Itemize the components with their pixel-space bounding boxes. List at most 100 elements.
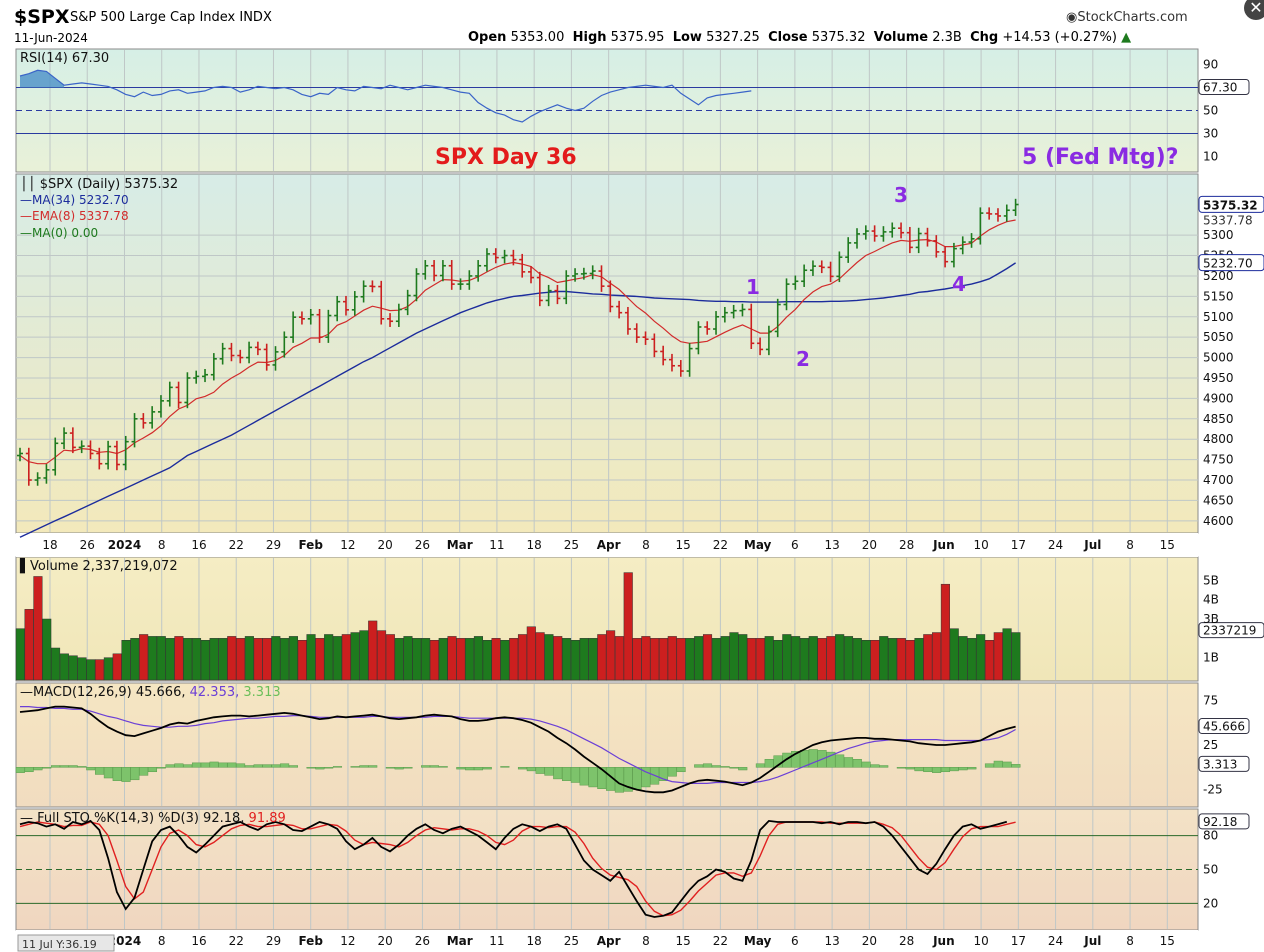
volume-bar [879,636,889,681]
macd-hist-bar [438,766,448,768]
date-axis-label: 15 [1160,934,1175,948]
sto-value-box [1198,813,1250,830]
macd-hist-bar [324,767,334,769]
macd-hist-bar [861,761,871,768]
date-axis-label: 6 [791,934,799,948]
volume-bar [835,634,845,681]
volume-bar [896,638,906,681]
macd-hist-bar [764,759,774,768]
volume-bar [465,638,475,681]
date-axis-label: 10 [973,538,988,552]
macd-hist-bar [923,767,933,773]
volume-bar [553,636,563,681]
volume-bar [376,630,387,681]
sto-tick: 80 [1203,829,1218,843]
macd-hist-bar [271,764,281,768]
macd-hist-bar [350,766,360,768]
volume-bar [350,632,360,681]
volume-bar [782,634,792,681]
volume-bar [887,638,898,681]
macd-hist-bar [949,767,959,772]
macd-legend-main: —MACD(12,26,9) 45.666, [20,685,190,700]
volume-bar [570,640,580,681]
macd-hist-bar [835,754,845,768]
date-axis-label: Apr [597,934,621,948]
volume-bar [271,636,281,681]
volume-bar [949,628,959,681]
macd-hist-bar [165,764,175,768]
volume-tick: 3B [1203,612,1219,626]
macd-hist-bar [236,763,246,768]
date-axis-label: 28 [899,934,914,948]
annotation-title: SPX Day 36 [435,145,577,170]
macd-hist-bar [967,767,977,770]
volume-bar [218,638,228,681]
macd-value: 3.313 [1203,757,1237,771]
macd-hist-bar [306,767,316,769]
close-icon[interactable]: ✕ [1244,0,1264,20]
macd-hist-bar [544,767,554,776]
wave-label-3: 3 [894,183,908,207]
macd-hist-bar [244,765,254,768]
volume-last-box [1198,622,1264,639]
price-tick: 5300 [1203,228,1234,242]
volume-bar [747,638,757,681]
date-axis-label: Feb [298,538,323,552]
volume-bar [236,638,246,681]
macd-hist-bar [15,767,25,773]
ema8-legend: —EMA(8) 5337.78 [20,209,129,223]
macd-hist-bar [702,763,713,768]
rsi-line [19,69,752,123]
volume-bar [191,638,202,681]
macd-hist-bar [1002,761,1012,768]
volume-bar [139,634,149,681]
macd-tick: 25 [1203,738,1218,752]
volume-bar [112,653,122,681]
sto-d-line [19,821,1016,917]
volume-bar [905,640,915,681]
index-fullname: S&P 500 Large Cap Index [70,10,236,25]
macd-hist-bar [103,767,113,779]
macd-hist-bar [570,767,580,783]
macd-hist-bar [843,757,854,768]
volume-bar [86,659,96,681]
volume-bar [606,630,616,681]
brand-logo[interactable]: ◉StockCharts.com [1066,10,1188,25]
volume-bar [544,634,554,681]
sto-tick: 20 [1203,896,1218,910]
volume-bar [632,638,642,681]
volume-bar [156,636,166,681]
price-tick: 4800 [1203,432,1234,446]
date-axis-label: 8 [158,538,166,552]
volume-bar [562,638,572,681]
macd-hist-bar [456,767,466,770]
index-name: S&P 500 Large Cap Index INDX [70,10,272,25]
last-ema8-label: 5337.78 [1203,214,1253,228]
sto-k-line [19,819,1008,918]
last-close-box [1198,195,1264,213]
macd-hist-bar [95,767,105,775]
up-arrow-icon: ▲ [1121,30,1132,45]
rsi-legend: RSI(14) 67.30 [20,51,109,66]
volume-bar [315,638,325,681]
date-axis-label: Jul [1083,934,1101,948]
date-axis-label: 13 [824,934,839,948]
macd-hist-bar [562,767,572,781]
volume-bar [932,632,942,681]
date-axis-label: 22 [229,934,244,948]
volume-bar [817,638,827,681]
volume-bar [667,636,677,681]
macd-hist-bar [86,767,96,771]
volume-bar [438,638,448,681]
volume-bar [332,636,343,681]
last-ma34-box [1198,254,1264,272]
volume-bar [429,640,439,681]
volume-bar [729,632,739,681]
macd-hist-bar [720,766,730,768]
volume-bar [244,636,254,681]
macd-value-box [1198,755,1250,772]
volume-bar [517,634,528,681]
date-axis-label: 8 [642,538,650,552]
date-axis-label: 24 [1048,538,1063,552]
